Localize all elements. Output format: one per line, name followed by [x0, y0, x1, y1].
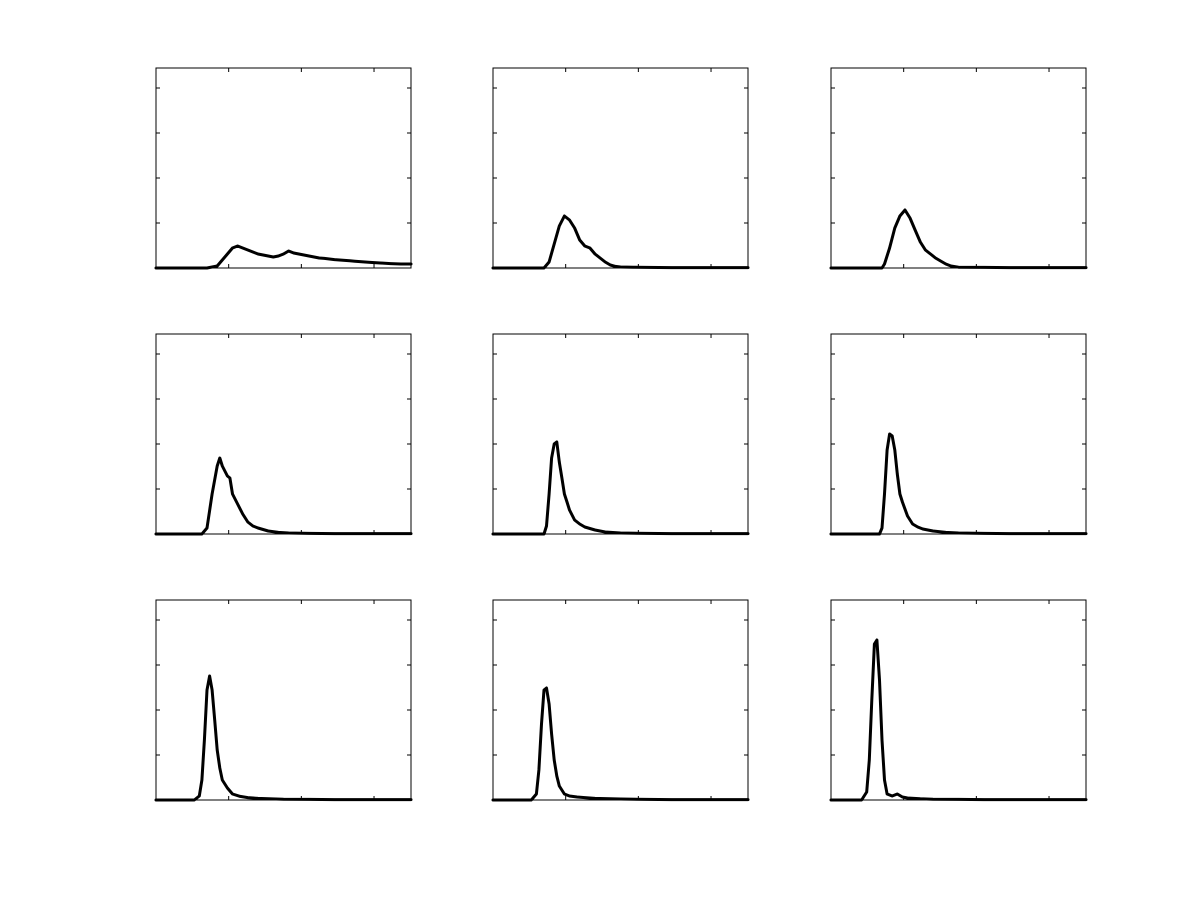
axes-frame — [155, 599, 412, 801]
subplot-9 — [829, 599, 1088, 802]
subplot-4 — [154, 333, 413, 536]
subplot-1 — [154, 67, 413, 270]
histogram-line — [154, 244, 413, 270]
histogram-line — [829, 638, 1088, 802]
histogram-line — [491, 686, 750, 802]
axes-frame — [830, 67, 1087, 269]
axes-frame — [492, 333, 749, 535]
subplot-6 — [829, 333, 1088, 536]
axes-frame — [492, 67, 749, 269]
axes-frame — [155, 333, 412, 535]
histogram-line — [829, 432, 1088, 536]
subplot-8 — [491, 599, 750, 802]
subplot-7 — [154, 599, 413, 802]
histogram-line — [154, 456, 413, 536]
histogram-line — [154, 674, 413, 802]
subplot-3 — [829, 67, 1088, 270]
axes-frame — [830, 333, 1087, 535]
histogram-line — [491, 440, 750, 536]
subplot-5 — [491, 333, 750, 536]
histogram-line — [491, 214, 750, 270]
axes-frame — [492, 599, 749, 801]
axes-frame — [155, 67, 412, 269]
histogram-line — [829, 208, 1088, 270]
subplot-2 — [491, 67, 750, 270]
